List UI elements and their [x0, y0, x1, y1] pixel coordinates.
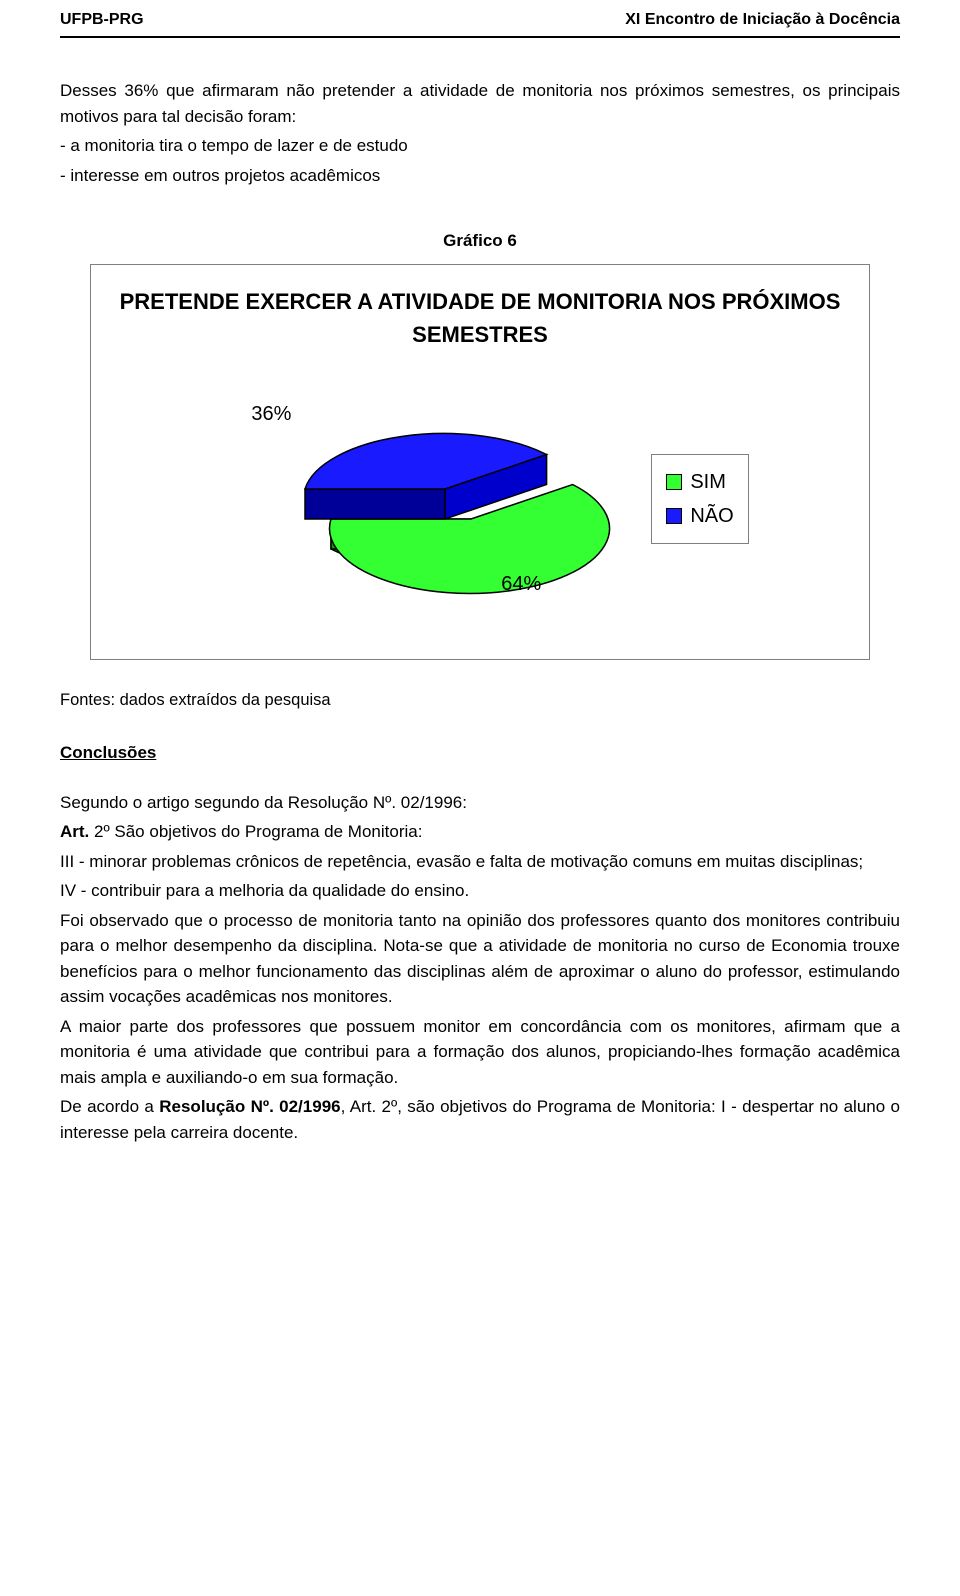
header-bar: UFPB-PRG XI Encontro de Iniciação à Docê… [60, 0, 900, 38]
chart-source: Fontes: dados extraídos da pesquisa [60, 688, 900, 713]
legend-swatch-nao [666, 508, 682, 524]
section-heading-conclusoes: Conclusões [60, 740, 900, 766]
body-deacordo: De acordo a Resolução Nº. 02/1996, Art. … [60, 1094, 900, 1145]
body-art-bold: Art. [60, 822, 89, 841]
intro-bullet-1: - a monitoria tira o tempo de lazer e de… [60, 133, 900, 159]
body-deacordo-a: De acordo a [60, 1097, 159, 1116]
legend-swatch-sim [666, 474, 682, 490]
header-right: XI Encontro de Iniciação à Docência [625, 8, 900, 32]
legend-text-nao: NÃO [690, 501, 733, 531]
legend-item-nao: NÃO [666, 501, 733, 531]
body-deacordo-bold: Resolução Nº. 02/1996 [159, 1097, 340, 1116]
chart-label: Gráfico 6 [60, 228, 900, 254]
body-art-rest: 2º São objetivos do Programa de Monitori… [89, 822, 422, 841]
slice-label-sim: 64% [501, 569, 541, 599]
chart-body: 36% 64% [111, 379, 849, 619]
chart-title: PRETENDE EXERCER A ATIVIDADE DE MONITORI… [111, 285, 849, 351]
body-iii: III - minorar problemas crônicos de repe… [60, 849, 900, 875]
body-observado: Foi observado que o processo de monitori… [60, 908, 900, 1010]
legend-text-sim: SIM [690, 467, 726, 497]
body-resolution-ref: Segundo o artigo segundo da Resolução Nº… [60, 790, 900, 816]
pie-chart: 36% 64% [211, 389, 611, 609]
intro-bullet-2: - interesse em outros projetos acadêmico… [60, 163, 900, 189]
chart-legend: SIM NÃO [651, 454, 748, 544]
body-maior-parte: A maior parte dos professores que possue… [60, 1014, 900, 1091]
slice-label-nao: 36% [251, 399, 291, 429]
document-page: UFPB-PRG XI Encontro de Iniciação à Docê… [0, 0, 960, 1189]
chart-container: PRETENDE EXERCER A ATIVIDADE DE MONITORI… [90, 264, 870, 660]
intro-paragraph: Desses 36% que afirmaram não pretender a… [60, 78, 900, 129]
legend-item-sim: SIM [666, 467, 733, 497]
body-art2: Art. 2º São objetivos do Programa de Mon… [60, 819, 900, 845]
body-iv: IV - contribuir para a melhoria da quali… [60, 878, 900, 904]
header-left: UFPB-PRG [60, 8, 144, 32]
